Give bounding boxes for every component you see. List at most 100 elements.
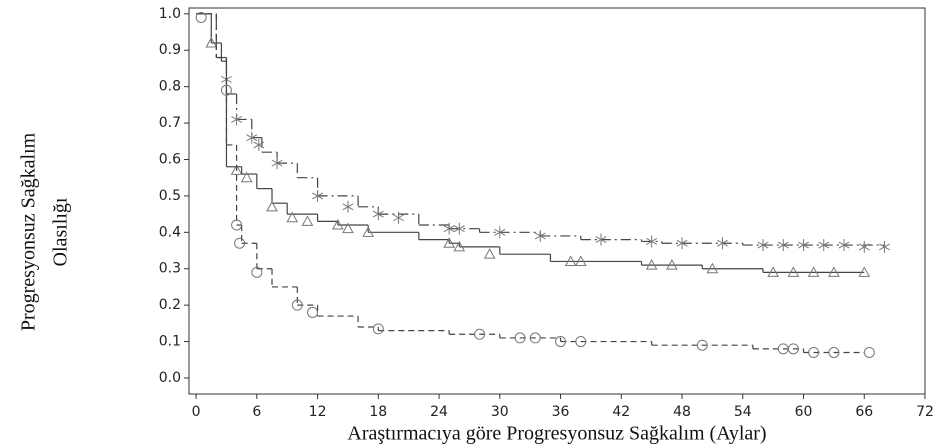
marker-shape xyxy=(372,210,384,218)
marker-shape xyxy=(595,236,607,244)
censor-marker xyxy=(251,266,263,278)
marker-shape xyxy=(251,266,263,278)
marker-shape xyxy=(676,239,688,247)
marker-shape xyxy=(514,332,526,344)
censor-marker xyxy=(474,328,486,340)
censor-marker xyxy=(195,11,207,23)
censor-marker xyxy=(858,266,871,277)
marker-shape xyxy=(266,200,278,212)
censor-marker xyxy=(666,259,678,270)
marker-shape xyxy=(787,343,799,355)
censor-marker xyxy=(494,226,506,239)
marker-shape xyxy=(483,248,496,259)
censor-marker xyxy=(230,164,243,175)
censor-marker xyxy=(291,299,303,311)
marker-shape xyxy=(808,346,820,358)
marker-shape xyxy=(195,11,207,23)
marker-shape xyxy=(818,241,830,249)
marker-shape xyxy=(828,266,840,277)
censor-marker xyxy=(818,239,830,252)
censor-marker xyxy=(529,332,541,344)
marker-shape xyxy=(828,346,840,358)
marker-shape xyxy=(564,255,577,266)
y-tick-label: 0.9 xyxy=(159,42,181,58)
censor-marker xyxy=(676,237,688,250)
censor-marker xyxy=(271,157,283,170)
censor-marker xyxy=(342,222,354,234)
censor-marker xyxy=(595,233,607,246)
marker-shape xyxy=(838,241,850,249)
marker-shape xyxy=(575,336,587,348)
censor-marker xyxy=(798,239,809,252)
censor-marker xyxy=(372,323,384,335)
marker-shape xyxy=(777,241,789,249)
censor-marker xyxy=(863,346,875,358)
marker-shape xyxy=(879,243,890,251)
censor-marker xyxy=(767,266,779,277)
censor-marker xyxy=(362,226,375,237)
marker-shape xyxy=(331,219,344,230)
marker-shape xyxy=(574,255,587,266)
marker-shape xyxy=(312,192,324,200)
marker-shape xyxy=(362,226,375,237)
marker-shape xyxy=(858,243,870,251)
x-axis-title: Araştırmacıya göre Progresyonsuz Sağkalı… xyxy=(347,423,766,445)
censor-marker xyxy=(286,211,299,223)
x-tick-label: 48 xyxy=(673,404,691,420)
x-tick-label: 60 xyxy=(795,404,813,420)
marker-shape xyxy=(307,306,319,318)
censor-marker xyxy=(564,255,577,266)
censor-marker xyxy=(342,200,354,213)
censor-marker xyxy=(574,255,587,266)
marker-shape xyxy=(286,211,299,223)
marker-shape xyxy=(807,266,820,277)
y-axis-title: Olasılığı xyxy=(50,197,72,266)
censor-marker xyxy=(838,239,850,252)
censor-marker xyxy=(301,215,314,226)
censor-marker xyxy=(240,171,253,183)
plot-frame xyxy=(188,7,926,395)
censor-marker xyxy=(453,222,465,235)
marker-shape xyxy=(494,228,506,236)
censor-marker xyxy=(575,336,587,348)
censor-marker xyxy=(777,239,789,252)
y-tick-label: 0.7 xyxy=(159,115,181,131)
censor-marker xyxy=(443,237,456,248)
x-tick-label: 24 xyxy=(430,404,448,420)
y-tick-label: 1.0 xyxy=(159,6,181,22)
censor-marker xyxy=(534,229,546,242)
censor-marker xyxy=(646,235,658,248)
censor-marker xyxy=(555,336,567,348)
censor-marker xyxy=(372,208,384,221)
censor-marker xyxy=(220,84,232,96)
marker-shape xyxy=(453,240,466,252)
censor-marker xyxy=(253,138,265,151)
marker-shape xyxy=(529,332,541,344)
marker-shape xyxy=(443,237,456,248)
marker-shape xyxy=(863,346,875,358)
marker-shape xyxy=(271,159,283,167)
marker-shape xyxy=(696,339,708,351)
marker-shape xyxy=(291,299,303,311)
censor-marker xyxy=(231,219,243,231)
censor-marker xyxy=(858,240,870,253)
x-tick-label: 54 xyxy=(734,404,752,420)
censor-marker xyxy=(231,113,243,126)
x-tick-label: 66 xyxy=(855,404,873,420)
marker-shape xyxy=(717,239,728,247)
censor-marker xyxy=(757,239,769,252)
x-tick-label: 42 xyxy=(612,404,630,420)
x-tick-label: 72 xyxy=(916,404,934,420)
censor-marker xyxy=(706,262,719,274)
marker-shape xyxy=(534,232,546,240)
x-tick-label: 0 xyxy=(192,404,201,420)
marker-shape xyxy=(220,84,232,96)
censor-marker xyxy=(696,339,708,351)
censor-marker xyxy=(787,266,800,277)
censor-marker xyxy=(828,346,840,358)
censor-marker xyxy=(393,211,405,224)
marker-shape xyxy=(342,222,354,234)
y-tick-label: 0.6 xyxy=(159,151,181,167)
marker-shape xyxy=(787,266,800,277)
x-tick-label: 12 xyxy=(309,404,327,420)
